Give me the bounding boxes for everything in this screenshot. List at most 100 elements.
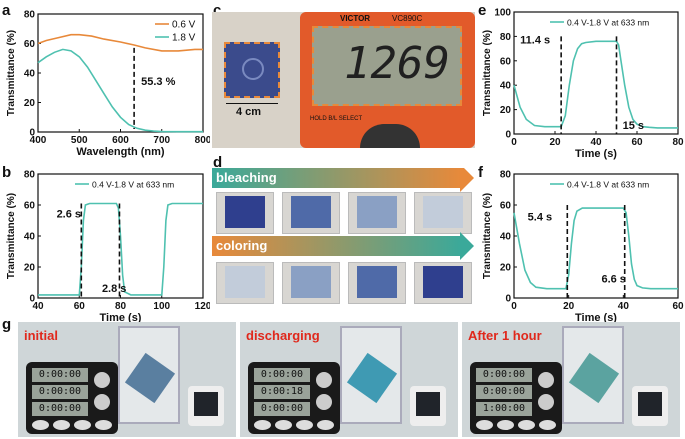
- coloring-tile: [414, 262, 472, 304]
- device-window: [225, 196, 265, 228]
- device-window: [225, 266, 265, 298]
- annotation-label: 11.4 s: [520, 35, 550, 47]
- x-tick-label: 800: [195, 135, 210, 146]
- coloring-tile: [216, 262, 274, 304]
- bleaching-tile: [414, 192, 472, 234]
- coloring-row: [212, 260, 475, 306]
- y-tick-label: 0: [505, 294, 511, 305]
- device-window: [423, 196, 463, 228]
- photo-title: initial: [24, 328, 58, 343]
- sensor-device: [410, 386, 446, 426]
- x-tick-label: 20: [549, 137, 561, 148]
- x-tick-label: 80: [115, 301, 127, 312]
- photo-bleaching-coloring: bleaching coloring: [212, 168, 475, 308]
- y-tick-label: 80: [500, 32, 512, 43]
- y-axis-label: Transmittance (%): [6, 30, 17, 116]
- scale-line: [226, 103, 278, 104]
- timer-photo: After 1 hour 0:00:00 0:00:00 1:00:00: [462, 322, 680, 437]
- meter-model: VC890C: [392, 14, 423, 23]
- panel-label-b: b: [2, 164, 12, 181]
- device-window: [291, 196, 331, 228]
- coloring-tile: [348, 262, 406, 304]
- timer-readout-top: 0:00:00: [476, 368, 532, 382]
- y-tick-label: 80: [24, 170, 36, 181]
- bleaching-arrow: [212, 168, 462, 188]
- x-tick-label: 700: [153, 135, 170, 146]
- timer-buttons: [476, 420, 556, 430]
- series-line: [37, 48, 203, 133]
- y-tick-label: 100: [494, 8, 511, 19]
- x-tick-label: 0: [511, 301, 517, 312]
- meter-reading: 1269: [344, 38, 450, 89]
- timer-buttons: [32, 420, 112, 430]
- x-axis-label: Time (s): [575, 148, 617, 160]
- timer-buttons: [254, 420, 334, 430]
- timer: 0:00:00 0:00:18 0:00:00: [248, 362, 340, 434]
- ec-cube: [124, 352, 176, 404]
- timer: 0:00:00 0:00:00 0:00:00: [26, 362, 118, 434]
- sensor-device: [632, 386, 668, 426]
- timer-knob: [94, 372, 110, 412]
- legend-label: 0.4 V-1.8 V at 633 nm: [567, 180, 649, 190]
- coloring-text: coloring: [216, 238, 268, 253]
- ec-cube: [568, 352, 620, 404]
- panel-label-d: d: [213, 154, 223, 171]
- photo-device-multimeter: 4 cm VICTOR VC890C 1269 HOLD B/L SELECT: [212, 12, 475, 148]
- y-tick-label: 40: [24, 232, 36, 243]
- annotation-label: 2.6 s: [57, 208, 81, 220]
- series-line: [513, 207, 678, 290]
- bleaching-tile: [282, 192, 340, 234]
- panel-label-c: c: [213, 2, 222, 19]
- ec-cube-window: [562, 326, 624, 424]
- y-axis-label: Transmittance (%): [482, 193, 493, 279]
- x-tick-label: 120: [195, 301, 210, 312]
- y-tick-label: 20: [500, 105, 512, 116]
- meter-brand: VICTOR: [340, 14, 371, 23]
- y-tick-label: 0: [29, 294, 35, 305]
- annotation-label: 6.6 s: [601, 274, 625, 286]
- timer-readout-mid: 0:00:00: [32, 385, 88, 399]
- x-tick-label: 20: [563, 301, 575, 312]
- chart-e: 0 20 40 60 80 0 20 40 60 80 100 Time (s) Transmittan…: [482, 8, 684, 161]
- y-tick-label: 60: [500, 201, 512, 212]
- sensor-device: [188, 386, 224, 426]
- x-tick-label: 400: [30, 135, 47, 146]
- timer-photo: initial 0:00:00 0:00:00 0:00:00: [18, 322, 236, 437]
- chart-a: 400 500 600 700 800 0 20 40 60 80 Wavelength (nm) T…: [6, 10, 210, 159]
- ec-cube-window: [118, 326, 180, 424]
- bleaching-tile: [216, 192, 274, 234]
- x-tick-label: 0: [511, 137, 517, 148]
- timer-readout-top: 0:00:00: [32, 368, 88, 382]
- legend-label: 1.8 V: [172, 33, 196, 44]
- series-line: [37, 33, 203, 52]
- photo-timer-row: initial 0:00:00 0:00:00 0:00:00 discharg…: [18, 322, 682, 437]
- x-tick-label: 40: [32, 301, 44, 312]
- coloring-arrowhead: [460, 232, 474, 260]
- meter-screen: 1269: [312, 26, 462, 106]
- legend-label: 0.4 V-1.8 V at 633 nm: [567, 18, 649, 28]
- bleaching-text: bleaching: [216, 170, 277, 185]
- x-tick-label: 40: [618, 301, 630, 312]
- y-tick-label: 20: [24, 98, 36, 109]
- annotation-label: 15 s: [623, 120, 644, 132]
- panel-label-e: e: [478, 2, 487, 19]
- x-axis-label: Time (s): [100, 312, 142, 322]
- coloring-tile: [282, 262, 340, 304]
- x-tick-label: 40: [590, 137, 602, 148]
- annotation-label: 5.4 s: [528, 212, 552, 224]
- timer-readout-mid: 0:00:00: [476, 385, 532, 399]
- y-axis-label: Transmittance (%): [6, 193, 17, 279]
- y-tick-label: 60: [24, 39, 36, 50]
- y-tick-label: 40: [500, 232, 512, 243]
- y-tick-label: 20: [24, 263, 36, 274]
- x-tick-label: 60: [631, 137, 643, 148]
- y-tick-label: 80: [24, 10, 36, 21]
- y-tick-label: 60: [24, 201, 36, 212]
- device-window: [291, 266, 331, 298]
- plot-frame: [513, 11, 679, 135]
- plot-frame: [513, 173, 679, 299]
- timer-readout-top: 0:00:00: [254, 368, 310, 382]
- y-tick-label: 60: [500, 56, 512, 67]
- panel-label-g: g: [2, 316, 12, 333]
